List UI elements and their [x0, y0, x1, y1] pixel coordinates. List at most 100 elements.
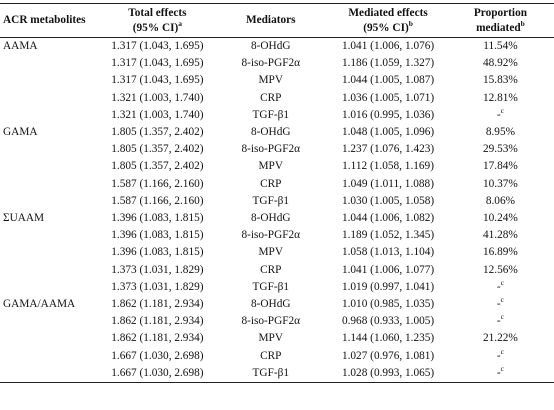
- cell-total-effect: 1.805 (1.357, 2.402): [103, 158, 213, 175]
- cell-mediated-effect-text: 1.044 (1.006, 1.082): [341, 212, 435, 225]
- header-mediated-effects: Mediated effects (95% CI)b: [329, 3, 447, 38]
- cell-metabolite: [0, 107, 103, 124]
- cell-mediated-effect-text: 1.048 (1.005, 1.096): [341, 126, 435, 139]
- cell-mediator-text: TGF-β1: [252, 366, 290, 379]
- cell-total-effect: 1.373 (1.031, 1.829): [103, 279, 213, 296]
- cell-proportion: 15.83%: [447, 72, 554, 89]
- cell-mediated-effect: 1.049 (1.011, 1.088): [329, 176, 447, 193]
- cell-total-effect-text: 1.805 (1.357, 2.402): [111, 126, 204, 139]
- cell-mediated-effect: 1.144 (1.060, 1.235): [329, 330, 447, 347]
- cell-mediator-text: CRP: [260, 263, 282, 276]
- cell-mediated-effect: 1.044 (1.006, 1.082): [329, 210, 447, 227]
- cell-mediated-effect: 1.036 (1.005, 1.071): [329, 90, 447, 107]
- cell-proportion: 10.37%: [447, 176, 554, 193]
- cell-metabolite: [0, 348, 103, 365]
- cell-metabolite: [0, 176, 103, 193]
- cell-proportion: 16.89%: [447, 244, 554, 261]
- cell-total-effect: 1.373 (1.031, 1.829): [103, 262, 213, 279]
- header-total-line1: Total effects: [128, 6, 187, 19]
- cell-total-effect-text: 1.862 (1.181, 2.934): [111, 315, 204, 328]
- cell-metabolite: [0, 227, 103, 244]
- cell-mediated-effect: 1.058 (1.013, 1.104): [329, 244, 447, 261]
- table-header: ACR metabolites Total effects (95% CI)a …: [0, 3, 554, 38]
- cell-mediator: MPV: [212, 330, 329, 347]
- table-row: 1.373 (1.031, 1.829) TGF-β1 1.019 (0.997, …: [0, 279, 554, 296]
- cell-mediator: 8-OHdG: [212, 124, 329, 141]
- cell-total-effect-text: 1.396 (1.083, 1.815): [111, 229, 204, 242]
- cell-mediator: 8-OHdG: [212, 296, 329, 313]
- cell-mediator: TGF-β1: [212, 107, 329, 124]
- cell-metabolite-text: GAMA/AAMA: [3, 298, 76, 311]
- cell-mediated-effect: 1.044 (1.005, 1.087): [329, 72, 447, 89]
- cell-metabolite: [0, 90, 103, 107]
- cell-proportion-text: 8.06%: [485, 194, 516, 207]
- cell-mediator-text: 8-OHdG: [250, 40, 291, 52]
- cell-proportion: 21.22%: [447, 330, 554, 347]
- table-row: ΣUAAM 1.396 (1.083, 1.815) 8-OHdG 1.044 (1.…: [0, 210, 554, 227]
- cell-total-effect: 1.862 (1.181, 2.934): [103, 330, 213, 347]
- cell-mediator: 8-OHdG: [212, 38, 329, 56]
- cell-total-effect: 1.317 (1.043, 1.695): [103, 72, 213, 89]
- cell-mediator-text: TGF-β1: [252, 108, 290, 121]
- cell-metabolite: [0, 193, 103, 210]
- header-mediated-line2: (95% CI): [363, 21, 409, 34]
- cell-mediated-effect: 1.048 (1.005, 1.096): [329, 124, 447, 141]
- table-row: 1.805 (1.357, 2.402) 8-iso-PGF2α 1.237 (1.…: [0, 141, 554, 158]
- table-row: 1.396 (1.083, 1.815) 8-iso-PGF2α 1.189 (1.…: [0, 227, 554, 244]
- header-mediators: Mediators: [212, 3, 330, 38]
- cell-metabolite: [0, 262, 103, 279]
- cell-mediator: MPV: [212, 244, 329, 261]
- cell-mediator-text: CRP: [260, 177, 282, 190]
- cell-mediated-effect-text: 1.016 (0.995, 1.036): [341, 108, 435, 121]
- cell-mediator-text: 8-iso-PGF2α: [241, 143, 301, 156]
- cell-mediated-effect: 0.968 (0.933, 1.005): [329, 313, 447, 330]
- cell-mediator-text: MPV: [258, 74, 284, 87]
- cell-total-effect: 1.396 (1.083, 1.815): [103, 244, 213, 261]
- cell-total-effect-text: 1.667 (1.030, 2.698): [111, 366, 204, 379]
- mediation-table: ACR metabolites Total effects (95% CI)a …: [0, 3, 554, 384]
- cell-total-effect-text: 1.321 (1.003, 1.740): [111, 108, 204, 121]
- cell-proportion-text: 29.53%: [483, 143, 518, 156]
- cell-mediated-effect-text: 1.112 (1.058, 1.169): [342, 160, 434, 173]
- cell-metabolite: GAMA/AAMA: [0, 296, 103, 313]
- cell-mediated-effect: 1.186 (1.059, 1.327): [329, 55, 447, 72]
- header-mediators-text: Mediators: [245, 14, 296, 26]
- cell-mediated-effect: 1.019 (0.997, 1.041): [329, 279, 447, 296]
- header-metabolites-text: ACR metabolites: [3, 14, 86, 26]
- cell-proportion: 17.84%: [447, 158, 554, 175]
- cell-total-effect: 1.587 (1.166, 2.160): [103, 176, 213, 193]
- header-proportion: Proportion mediatedb: [446, 3, 554, 38]
- cell-mediated-effect-text: 1.186 (1.059, 1.327): [341, 57, 435, 70]
- cell-mediator-text: CRP: [260, 91, 282, 104]
- cell-proportion-sup: c: [500, 278, 504, 288]
- cell-proportion-text: 11.54%: [483, 40, 518, 52]
- cell-total-effect-text: 1.321 (1.003, 1.740): [111, 91, 204, 104]
- cell-mediated-effect-text: 1.030 (1.005, 1.058): [341, 194, 435, 207]
- cell-proportion: 48.92%: [447, 55, 554, 72]
- cell-mediated-effect-text: 1.237 (1.076, 1.423): [341, 143, 435, 156]
- header-proportion-sup: b: [520, 18, 525, 28]
- cell-total-effect-text: 1.667 (1.030, 2.698): [111, 349, 204, 362]
- cell-proportion-text: 48.92%: [483, 57, 518, 70]
- table-row: 1.862 (1.181, 2.934) MPV 1.144 (1.060, 1.2…: [0, 330, 554, 347]
- cell-mediated-effect: 1.010 (0.985, 1.035): [329, 296, 447, 313]
- cell-metabolite-text: AAMA: [3, 40, 38, 52]
- cell-mediator-text: CRP: [260, 349, 282, 362]
- cell-mediator-text: 8-OHdG: [250, 298, 291, 311]
- cell-proportion: 29.53%: [447, 141, 554, 158]
- cell-metabolite: [0, 364, 103, 384]
- cell-mediator: CRP: [212, 348, 329, 365]
- cell-proportion-text: 10.24%: [483, 212, 518, 225]
- cell-mediator-text: MPV: [258, 332, 284, 345]
- cell-metabolite: [0, 72, 103, 89]
- cell-mediator: CRP: [212, 90, 329, 107]
- cell-mediated-effect: 1.041 (1.006, 1.077): [329, 262, 447, 279]
- cell-metabolite: [0, 330, 103, 347]
- cell-proportion: 11.54%: [447, 38, 554, 56]
- header-proportion-line1: Proportion: [473, 6, 527, 19]
- header-total-effects: Total effects (95% CI)a: [102, 3, 213, 38]
- cell-total-effect: 1.667 (1.030, 2.698): [103, 348, 213, 365]
- cell-mediator: CRP: [212, 176, 329, 193]
- cell-proportion-text: 15.83%: [483, 74, 518, 87]
- cell-mediator: 8-iso-PGF2α: [212, 141, 329, 158]
